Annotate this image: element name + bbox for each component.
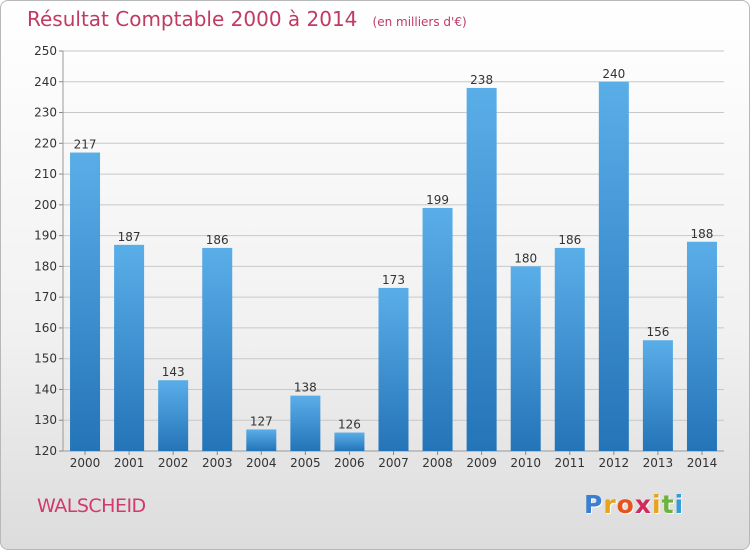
x-tick-label: 2005 [290,456,321,470]
bar [422,207,453,451]
x-tick-label: 2010 [510,456,541,470]
data-label: 238 [470,73,493,87]
y-tick-label: 210 [34,167,57,181]
data-label: 143 [162,365,185,379]
y-tick-label: 150 [34,352,57,366]
chart-title: Résultat Comptable 2000 à 2014 (en milli… [27,7,467,31]
bar [334,432,365,451]
proxiti-logo: Proxiti [584,490,684,519]
logo-letter: o [616,490,635,519]
x-tick-label: 2004 [246,456,277,470]
bar [642,340,673,451]
y-tick-label: 240 [34,75,57,89]
data-label: 240 [602,67,625,81]
logo-letter: x [634,490,652,519]
data-label: 156 [646,325,669,339]
data-label: 217 [74,138,97,152]
data-label: 173 [382,273,405,287]
data-label: 186 [558,233,581,247]
y-tick-label: 250 [34,44,57,58]
x-tick-label: 2000 [70,456,101,470]
data-label: 180 [514,251,537,265]
x-tick-label: 2001 [114,456,145,470]
y-tick-label: 170 [34,290,57,304]
data-label: 138 [294,381,317,395]
logo-letter: t [661,490,675,519]
data-label: 199 [426,193,449,207]
logo-letter: r [603,490,617,519]
y-tick-label: 190 [34,229,57,243]
logo-letter: P [584,490,604,519]
y-tick-label: 130 [34,413,57,427]
bar [70,152,101,452]
logo-letter: i [652,490,662,519]
data-label: 187 [118,230,141,244]
y-tick-label: 220 [34,136,57,150]
x-tick-label: 2014 [687,456,718,470]
bar [246,429,277,451]
place-name: WALSCHEID [37,495,146,517]
chart-unit-text: (en milliers d'€) [372,15,467,29]
x-tick-label: 2009 [466,456,497,470]
data-label: 127 [250,414,273,428]
bar [290,395,321,451]
x-tick-label: 2012 [599,456,630,470]
bar [466,87,497,451]
bar [202,247,233,451]
bar [158,380,189,451]
bar [510,266,541,451]
y-tick-label: 140 [34,382,57,396]
x-tick-label: 2003 [202,456,233,470]
bar [114,244,145,451]
x-tick-label: 2013 [643,456,674,470]
y-tick-label: 180 [34,259,57,273]
data-label: 126 [338,418,361,432]
x-tick-label: 2007 [378,456,409,470]
logo-letter: i [674,490,685,519]
y-tick-label: 230 [34,106,57,120]
y-tick-label: 160 [34,321,57,335]
x-tick-label: 2002 [158,456,189,470]
data-label: 188 [691,227,714,241]
chart-title-text: Résultat Comptable 2000 à 2014 [27,7,358,31]
bar [686,241,717,451]
x-tick-label: 2008 [422,456,453,470]
bar [598,81,629,452]
bar [554,247,585,451]
y-tick-label: 120 [34,444,57,458]
x-tick-label: 2006 [334,456,365,470]
bar [378,287,409,451]
y-tick-label: 200 [34,198,57,212]
data-label: 186 [206,233,229,247]
x-tick-label: 2011 [554,456,585,470]
